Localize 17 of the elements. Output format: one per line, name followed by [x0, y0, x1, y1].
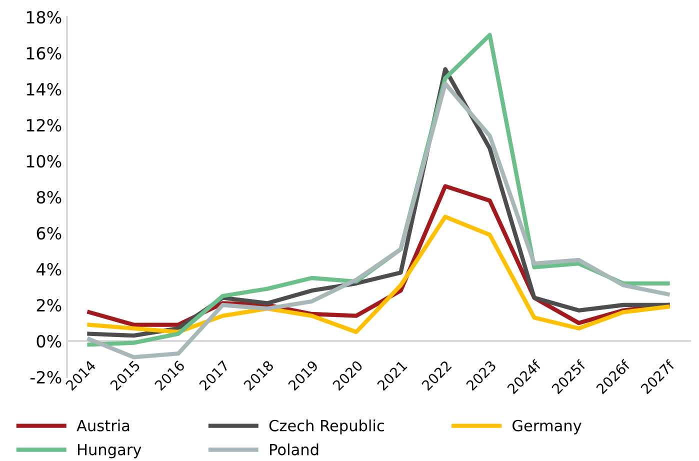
y-tick-label: 2% — [36, 298, 62, 312]
legend-label: Austria — [76, 420, 130, 432]
y-tick-label: 12% — [26, 118, 62, 132]
legend-label: Poland — [270, 444, 318, 456]
line-series — [87, 214, 670, 334]
legend-label: Czech Republic — [269, 420, 384, 434]
y-tick-label: 16% — [26, 46, 62, 60]
legend-label: Germany — [512, 420, 582, 434]
y-tick-label: 18% — [26, 10, 62, 24]
legend-label: Hungary — [78, 444, 142, 458]
y-tick-label: 14% — [26, 82, 62, 96]
y-tick-label: 8% — [36, 190, 62, 204]
y-tick-label: 10% — [26, 154, 62, 168]
y-tick-label: 6% — [36, 226, 62, 240]
y-tick-label: 0% — [36, 334, 62, 348]
y-tick-label: 4% — [36, 262, 62, 276]
y-tick-label: -2% — [30, 370, 62, 384]
